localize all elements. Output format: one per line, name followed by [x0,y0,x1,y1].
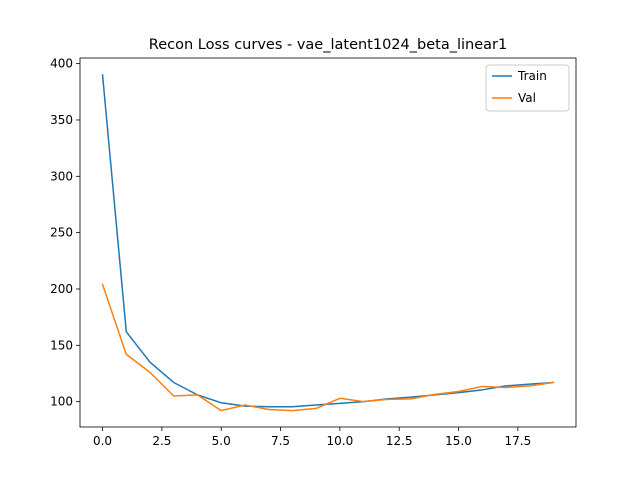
series-line-train [101,74,555,408]
y-tick-label: 300 [50,169,73,183]
chart-title: Recon Loss curves - vae_latent1024_beta_… [149,37,507,53]
x-axis: 0.0 2.5 5.0 7.5 10.0 12.5 15.0 17.5 [93,427,531,448]
series-lines [101,74,555,412]
y-tick-label: 400 [50,57,73,71]
x-tick-label: 5.0 [212,434,231,448]
x-tick-label: 2.5 [152,434,171,448]
y-tick-label: 350 [50,113,73,127]
plot-frame [79,57,577,428]
x-tick-label: 10.0 [327,434,354,448]
x-tick-label: 17.5 [504,434,531,448]
series-line-val [101,283,555,412]
x-tick-label: 0.0 [93,434,112,448]
y-tick-label: 100 [50,395,73,409]
y-tick-label: 250 [50,226,73,240]
legend-label-val: Val [518,91,536,105]
plot-area [79,57,577,428]
legend-label-train: Train [517,69,547,83]
x-tick-label: 12.5 [386,434,413,448]
y-tick-label: 200 [50,282,73,296]
y-axis: 100 150 200 250 300 350 400 [50,57,80,409]
y-tick-label: 150 [50,338,73,352]
x-tick-label: 7.5 [271,434,290,448]
legend: Train Val [485,64,570,112]
x-tick-label: 15.0 [445,434,472,448]
